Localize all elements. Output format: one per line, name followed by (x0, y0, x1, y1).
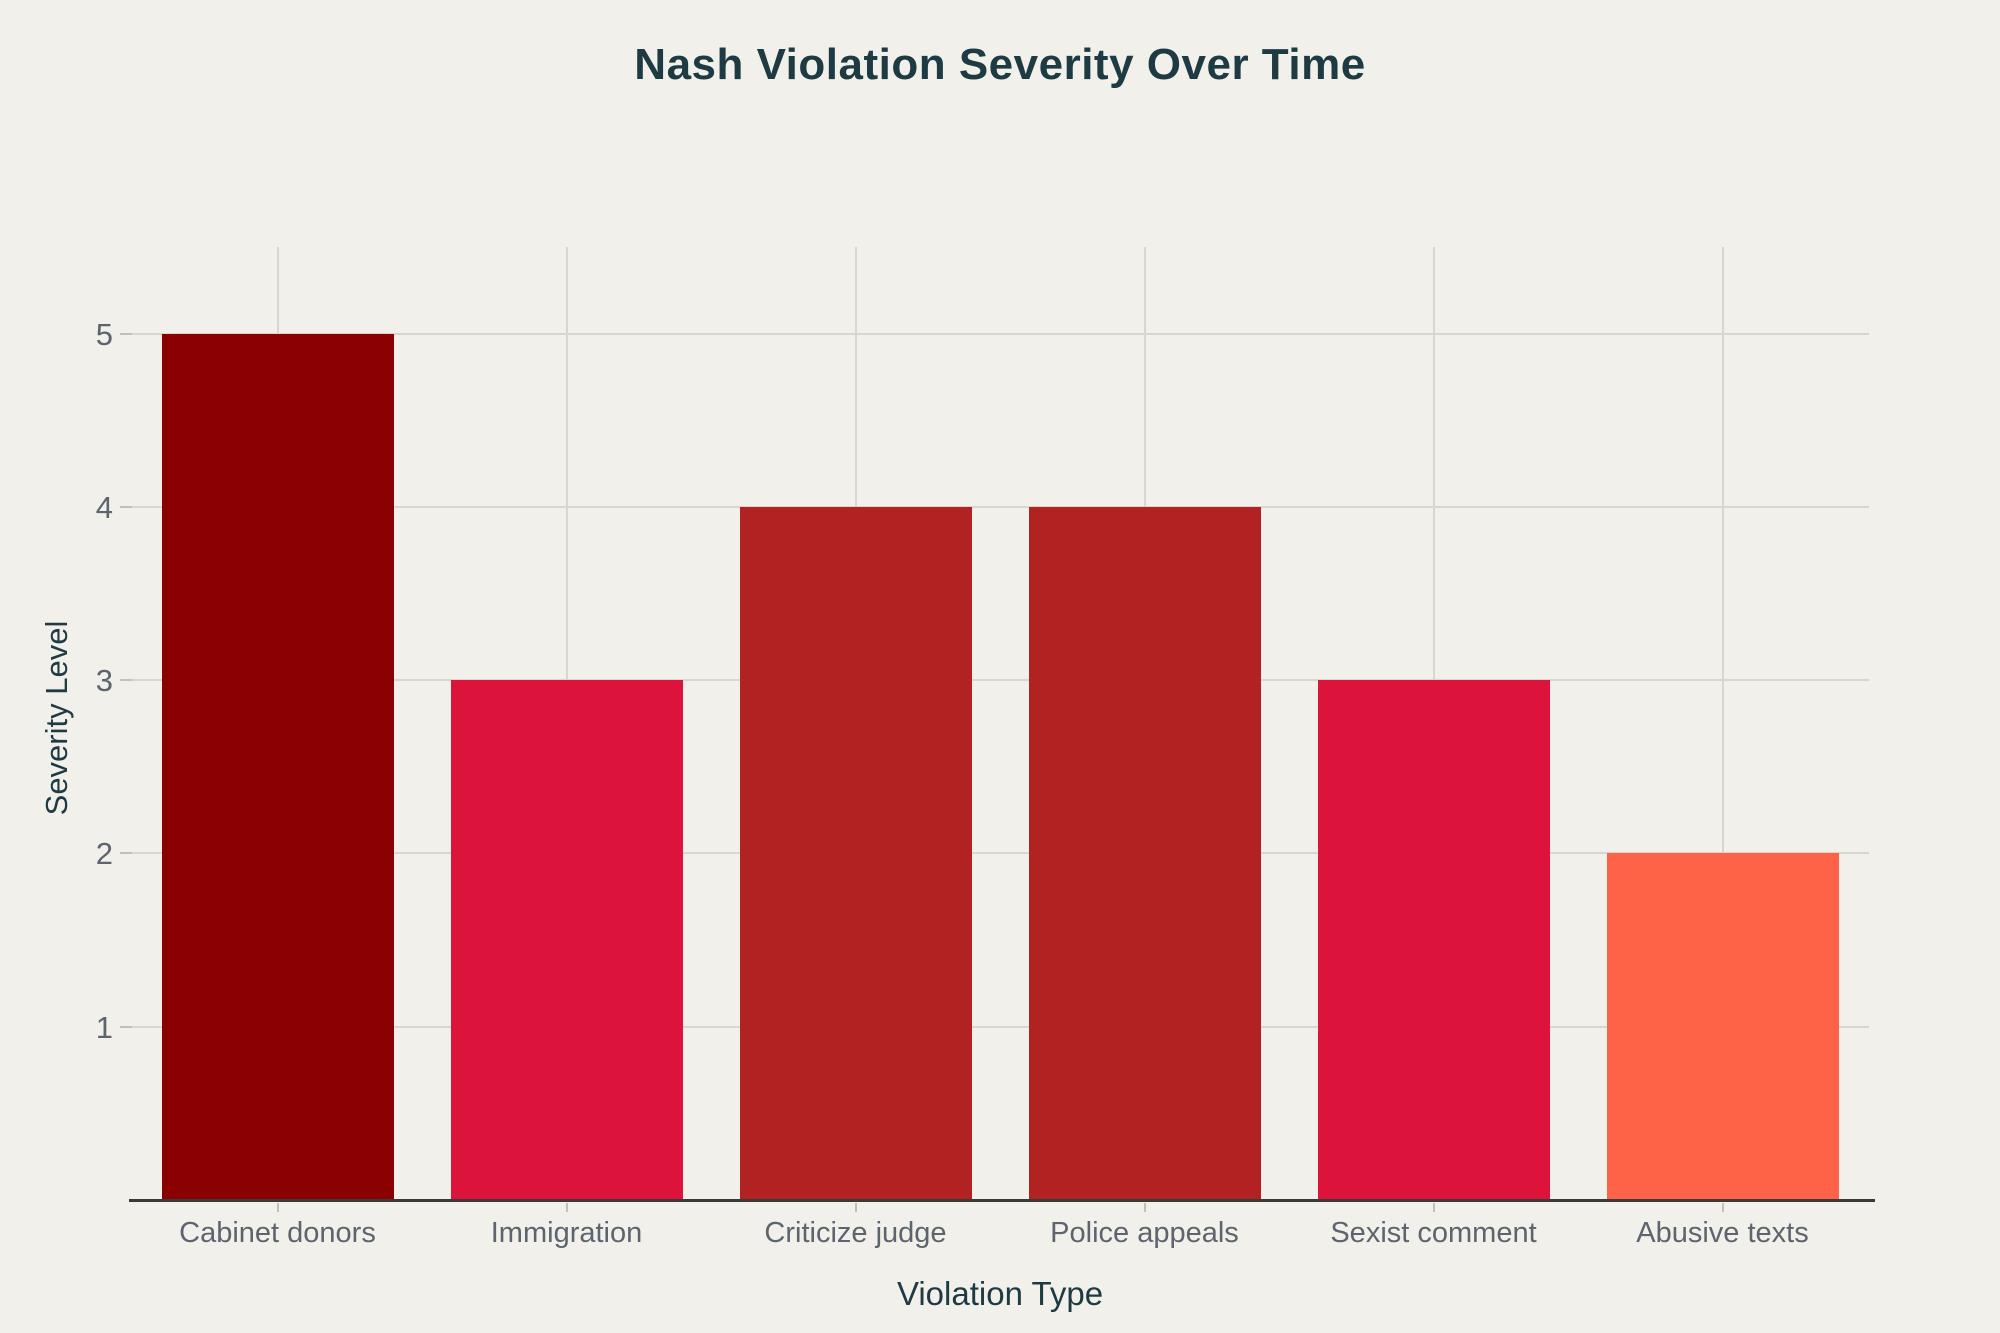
y-tick-label: 1 (95, 1009, 113, 1045)
bar-criticize-judge (739, 506, 972, 1200)
y-tick-label: 5 (95, 316, 113, 352)
bar-police-appeals (1028, 506, 1261, 1200)
bar-cabinet-donors (161, 333, 394, 1200)
x-tick-label: Criticize judge (764, 1217, 947, 1249)
y-tick-mark (120, 679, 132, 682)
x-tick-mark (1721, 1203, 1724, 1212)
x-axis-line (129, 1199, 1875, 1202)
plot-area (125, 247, 1875, 1202)
y-tick-mark (120, 505, 132, 508)
x-tick-label: Sexist comment (1330, 1217, 1537, 1249)
x-tick-mark (565, 1203, 568, 1212)
x-axis-title: Violation Type (896, 1275, 1104, 1312)
chart-title: Nash Violation Severity Over Time (634, 40, 1366, 89)
gridline-vertical (1721, 247, 1724, 1200)
y-tick-label: 4 (95, 489, 113, 525)
y-tick-label: 3 (95, 663, 113, 699)
x-tick-label: Immigration (490, 1217, 643, 1249)
y-tick-label: 2 (95, 836, 113, 872)
bar-sexist-comment (1317, 680, 1550, 1200)
gridline-horizontal (125, 332, 1869, 335)
x-tick-mark (1432, 1203, 1435, 1212)
x-tick-label: Cabinet donors (179, 1217, 376, 1249)
y-axis-title-text: Severity Level (39, 620, 74, 816)
gridline-horizontal (125, 679, 1869, 682)
x-tick-mark (1143, 1203, 1146, 1212)
gridline-horizontal (125, 505, 1869, 508)
y-tick-mark (120, 332, 132, 335)
y-tick-mark (120, 852, 132, 855)
gridline-horizontal (125, 852, 1869, 855)
bar-immigration (450, 680, 683, 1200)
x-tick-mark (854, 1203, 857, 1212)
x-tick-label: Police appeals (1050, 1217, 1239, 1249)
y-tick-mark (120, 1025, 132, 1028)
x-tick-mark (276, 1203, 279, 1212)
bar-abusive-texts (1606, 853, 1839, 1200)
x-tick-label: Abusive texts (1636, 1217, 1809, 1249)
gridline-horizontal (125, 1025, 1869, 1028)
